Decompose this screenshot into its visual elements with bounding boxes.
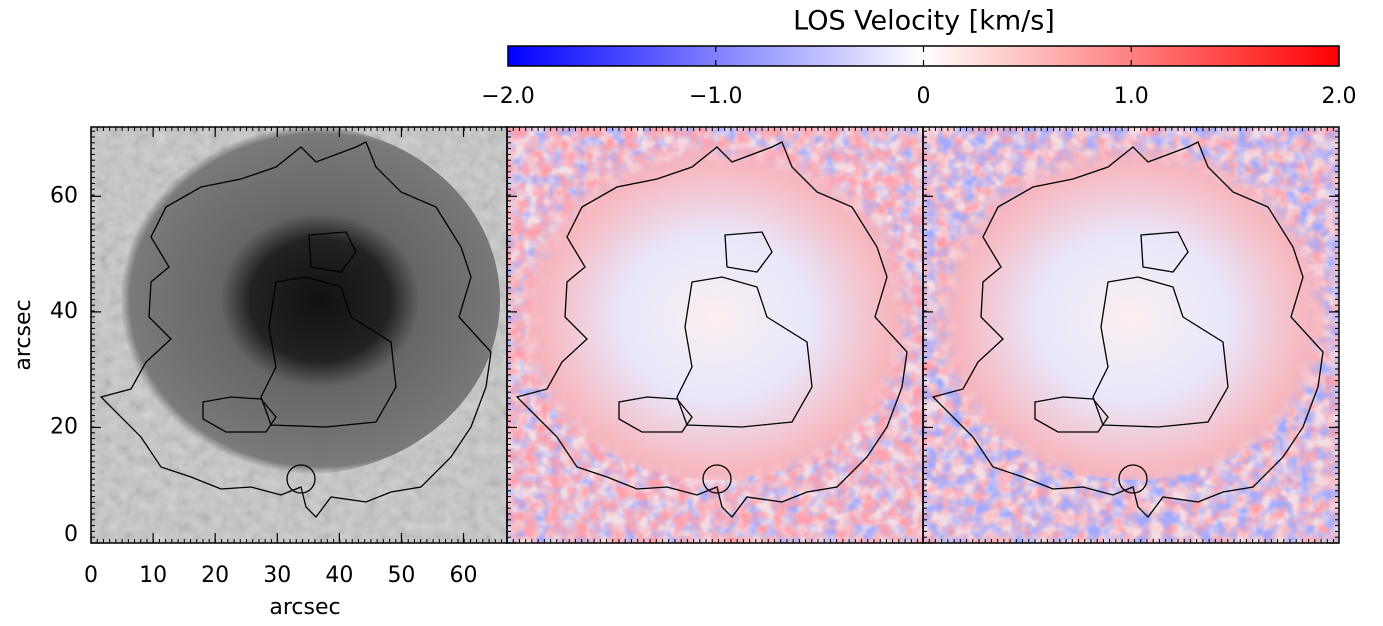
colorbar-tick-label: 0 [917, 84, 931, 109]
y-tick-label: 20 [50, 414, 78, 439]
colorbar-tick-label: 1.0 [1114, 84, 1149, 109]
panel-velocity-2 [923, 120, 1339, 543]
colorbar-tick-label: −2.0 [481, 84, 534, 109]
x-tick-label: 40 [325, 563, 353, 588]
panel-intensity [91, 125, 507, 543]
x-tick-label: 0 [84, 563, 98, 588]
x-tick-label: 10 [139, 563, 167, 588]
colorbar-tick-label: 2.0 [1322, 84, 1357, 109]
x-axis-label: arcsec [269, 595, 340, 620]
y-tick-label: 60 [50, 183, 78, 208]
y-axis-label: arcsec [11, 299, 36, 370]
x-tick-label: 60 [450, 563, 478, 588]
colorbar-tick-label: −1.0 [689, 84, 742, 109]
panel-velocity-1 [507, 120, 923, 543]
x-tick-label: 20 [201, 563, 229, 588]
colorbar-title: LOS Velocity [km/s] [793, 6, 1055, 37]
x-tick-label: 50 [387, 563, 415, 588]
y-tick-label: 40 [50, 299, 78, 324]
figure: LOS Velocity [km/s] arcsec arcsec −2.0 −1… [0, 0, 1383, 626]
y-tick-label: 0 [64, 522, 78, 547]
x-tick-label: 30 [263, 563, 291, 588]
